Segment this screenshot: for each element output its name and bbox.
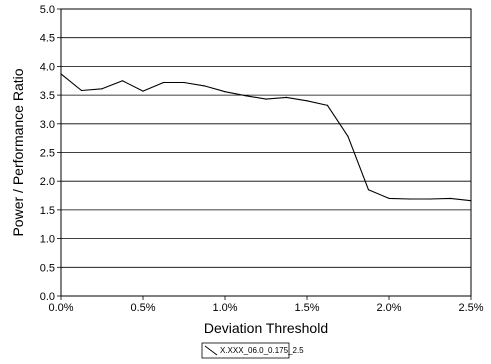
legend: X.XXX_06.0_0.175_2.5 — [201, 342, 304, 359]
y-tick-label: 4.0 — [40, 61, 55, 73]
data-point — [429, 198, 431, 200]
y-tick-label: 0.0 — [40, 291, 55, 303]
data-point — [80, 89, 83, 92]
data-point — [326, 104, 329, 106]
data-point — [101, 88, 103, 90]
series-layer — [60, 73, 472, 202]
data-point — [306, 100, 308, 102]
y-tick-label: 2.5 — [40, 148, 55, 160]
data-point — [162, 81, 165, 84]
x-tick-label: 0.5% — [130, 302, 155, 314]
data-point — [449, 197, 452, 199]
data-point — [265, 98, 267, 100]
y-axis-ticks: 0.0 0.5 1.0 1.5 2.0 2.5 3.0 3.5 4.0 4.5 5.0 — [40, 4, 61, 303]
y-tick-label: 0.5 — [40, 262, 55, 274]
x-tick-label: 2.0% — [376, 302, 401, 314]
x-axis-title: Deviation Threshold — [204, 320, 328, 336]
data-point — [347, 135, 349, 137]
y-tick-label: 3.5 — [40, 90, 55, 102]
data-point — [142, 90, 144, 92]
data-point — [121, 80, 124, 82]
x-tick-label: 2.5% — [458, 302, 483, 314]
data-point — [285, 96, 288, 98]
x-axis-ticks: 0.0% 0.5% 1.0% 1.5% 2.0% 2.5% — [48, 296, 484, 314]
legend-label: X.XXX_06.0_0.175_2.5 — [220, 346, 304, 355]
data-point — [224, 91, 226, 93]
data-point — [367, 189, 370, 191]
y-tick-label: 3.0 — [40, 119, 55, 131]
y-tick-label: 5.0 — [40, 4, 55, 16]
legend-box — [201, 342, 290, 359]
data-point — [408, 198, 411, 200]
y-tick-label: 2.0 — [40, 176, 55, 188]
grid-lines — [61, 37, 471, 268]
data-point — [60, 73, 62, 75]
data-point — [203, 85, 206, 87]
y-tick-label: 4.5 — [40, 33, 55, 45]
x-tick-label: 0.0% — [48, 302, 73, 314]
y-tick-label: 1.0 — [40, 234, 55, 246]
x-tick-label: 1.0% — [212, 302, 237, 314]
data-point — [244, 95, 247, 97]
data-point — [183, 81, 185, 84]
data-point — [388, 197, 390, 199]
data-point — [470, 200, 472, 202]
y-axis-title: Power / Performance Ratio — [10, 68, 26, 236]
series-line — [60, 73, 472, 202]
y-tick-label: 1.5 — [40, 205, 55, 217]
x-tick-label: 1.5% — [294, 302, 319, 314]
legend-swatch-line — [204, 345, 218, 356]
